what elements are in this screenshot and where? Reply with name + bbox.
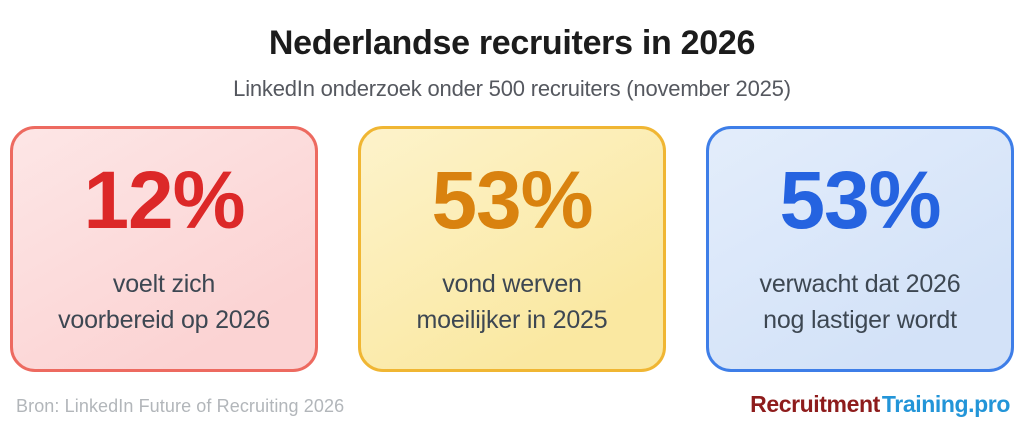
page-subtitle: LinkedIn onderzoek onder 500 recruiters … — [233, 76, 791, 101]
stat-value-prepared: 12% — [83, 155, 245, 246]
stat-value-expect-2026: 53% — [779, 155, 941, 246]
brand-logo: RecruitmentTraining.pro — [750, 391, 1010, 418]
stat-label-line2: nog lastiger wordt — [763, 306, 957, 334]
stat-label-line1: verwacht dat 2026 — [759, 270, 961, 298]
stat-value-harder-2025: 53% — [431, 155, 593, 246]
stat-label-harder-2025: vond werven moeilijker in 2025 — [417, 266, 608, 338]
page-title: Nederlandse recruiters in 2026 — [268, 24, 756, 62]
stat-card-harder-2025: 53% vond werven moeilijker in 2025 — [358, 126, 666, 372]
stat-label-prepared: voelt zich voorbereid op 2026 — [58, 266, 270, 338]
stat-label-line2: moeilijker in 2025 — [416, 306, 608, 334]
stat-label-expect-2026: verwacht dat 2026 nog lastiger wordt — [760, 266, 961, 338]
source-note: Bron: LinkedIn Future of Recruiting 2026 — [16, 396, 345, 416]
stat-cards-row: 12% voelt zich voorbereid op 2026 53% vo… — [0, 126, 1024, 372]
brand-logo-part-recruitment: Recruitment — [750, 391, 880, 417]
brand-logo-part-trainingpro: Training.pro — [881, 391, 1010, 417]
stat-card-prepared-2026: 12% voelt zich voorbereid op 2026 — [10, 126, 318, 372]
stat-label-line1: voelt zich — [112, 270, 216, 298]
footer: Bron: LinkedIn Future of Recruiting 2026… — [0, 391, 1024, 418]
stat-label-line2: voorbereid op 2026 — [58, 306, 270, 334]
stat-card-expect-2026: 53% verwacht dat 2026 nog lastiger wordt — [706, 126, 1014, 372]
stat-label-line1: vond werven — [442, 270, 582, 298]
